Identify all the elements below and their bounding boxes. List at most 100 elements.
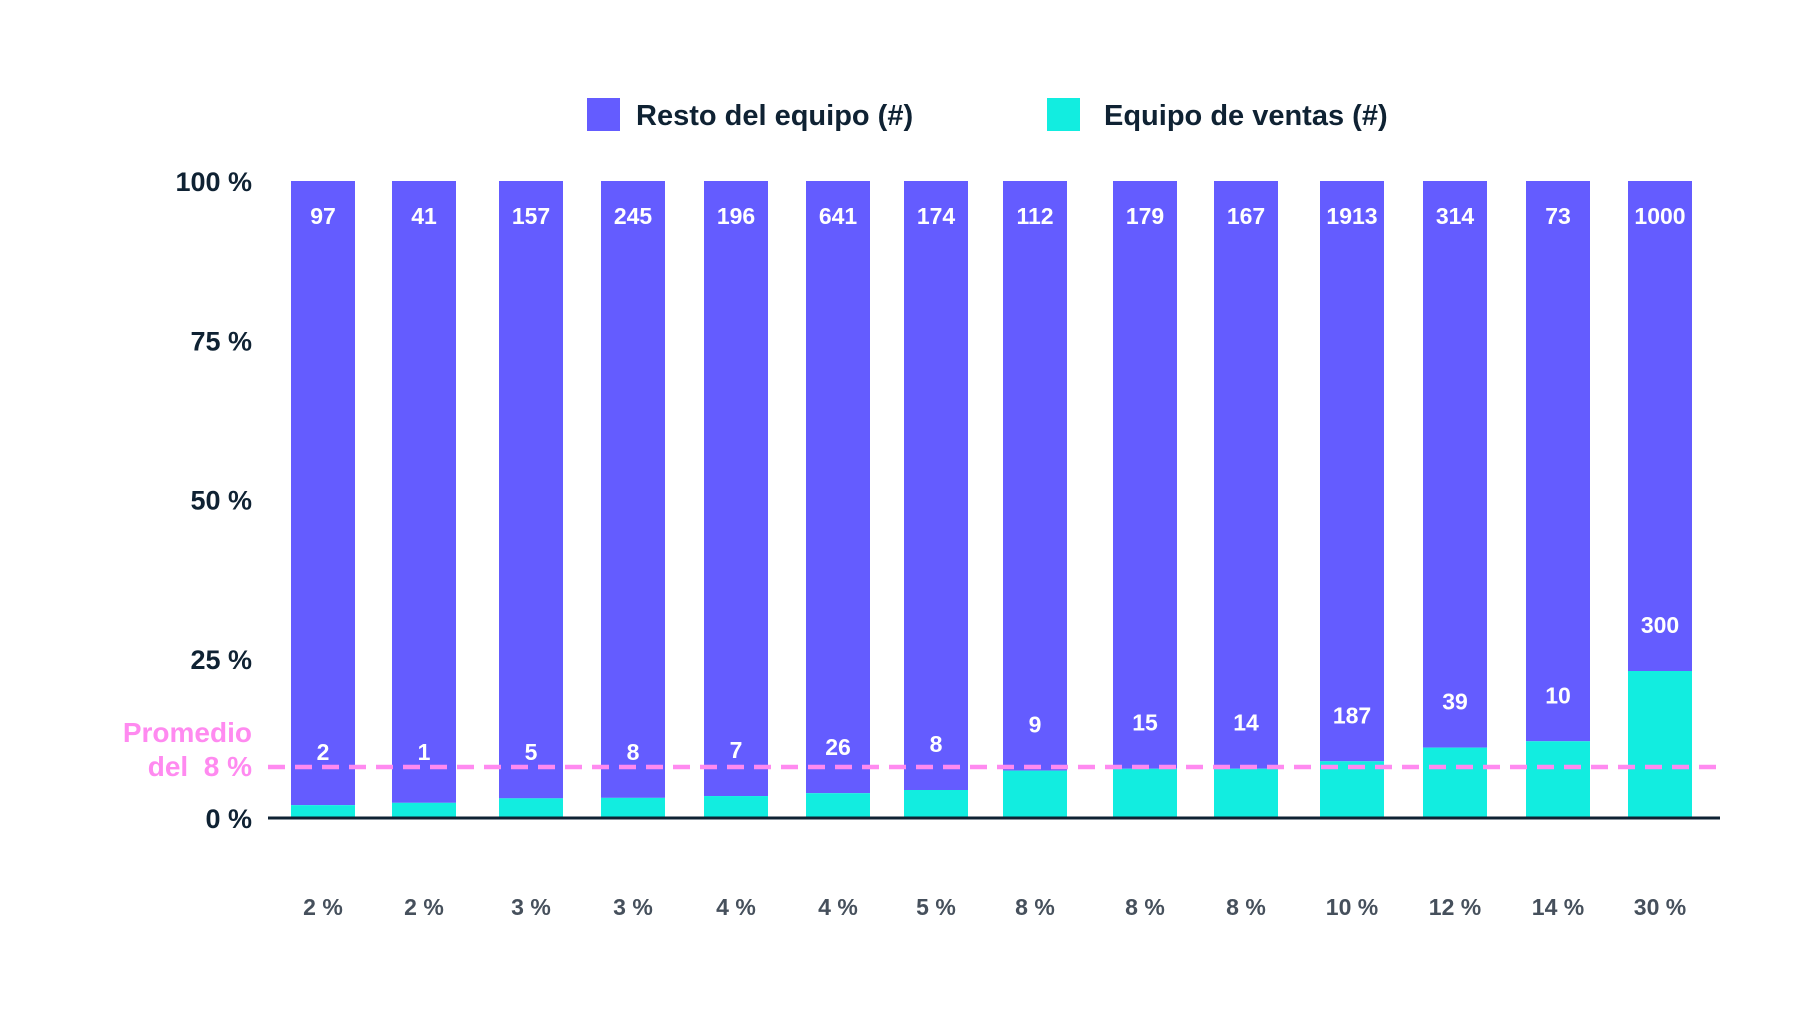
x-tick-label: 2 % [303, 894, 343, 920]
bar-resto [904, 181, 968, 790]
x-tick-label: 8 % [1125, 894, 1165, 920]
average-label-line2: del 8 % [148, 751, 252, 782]
bar-resto [1214, 181, 1278, 769]
value-label-ventas: 300 [1641, 612, 1679, 638]
bar-resto [1526, 181, 1590, 742]
average-label-line1: Promedio [123, 717, 252, 748]
value-label-resto: 641 [819, 203, 858, 229]
value-label-ventas: 8 [930, 731, 943, 757]
legend: Resto del equipo (#) Equipo de ventas (#… [587, 98, 1388, 132]
x-tick-label: 4 % [818, 894, 858, 920]
value-label-ventas: 10 [1545, 682, 1571, 708]
bar-group: 41 1 [392, 181, 456, 818]
value-label-ventas: 5 [525, 739, 538, 765]
bar-resto [806, 181, 870, 794]
y-axis: 0 % 25 % 50 % 75 % 100 % [175, 167, 252, 834]
bar-group: 245 8 [601, 181, 665, 818]
bar-ventas [1214, 768, 1278, 818]
bar-ventas [806, 793, 870, 818]
x-tick-label: 12 % [1429, 894, 1481, 920]
bar-ventas [1113, 768, 1177, 818]
value-label-resto: 97 [310, 203, 336, 229]
y-tick-label: 25 % [190, 645, 252, 675]
value-label-resto: 112 [1016, 203, 1053, 229]
bar-group: 167 14 [1214, 181, 1278, 818]
bar-resto [1423, 181, 1487, 748]
bar-ventas [704, 796, 768, 818]
bar-ventas [601, 797, 665, 818]
bar-ventas [1628, 671, 1692, 818]
bar-resto [704, 181, 768, 797]
bars: 9724111575245819676412617481129179151671… [291, 181, 1692, 818]
value-label-ventas: 1 [418, 739, 431, 765]
value-label-resto: 196 [717, 203, 755, 229]
y-tick-label: 50 % [190, 486, 252, 516]
x-tick-label: 8 % [1015, 894, 1055, 920]
value-label-ventas: 187 [1333, 702, 1371, 728]
value-label-ventas: 8 [627, 739, 640, 765]
value-label-ventas: 39 [1442, 689, 1468, 715]
value-label-ventas: 2 [317, 739, 330, 765]
x-tick-label: 3 % [613, 894, 653, 920]
bar-group: 97 2 [291, 181, 355, 818]
value-label-ventas: 9 [1029, 712, 1042, 738]
bar-group: 1913 187 [1320, 181, 1384, 818]
legend-label-ventas: Equipo de ventas (#) [1104, 100, 1388, 132]
bar-resto [1320, 181, 1384, 762]
bar-resto [1628, 181, 1692, 671]
bar-group: 1000 300 [1628, 181, 1692, 818]
bar-ventas [499, 798, 563, 818]
bar-ventas [904, 790, 968, 818]
value-label-resto: 1000 [1634, 203, 1685, 229]
x-tick-label: 3 % [511, 894, 551, 920]
value-label-resto: 314 [1436, 203, 1475, 229]
legend-swatch-ventas [1047, 98, 1080, 131]
x-tick-label: 10 % [1326, 894, 1378, 920]
x-tick-label: 30 % [1634, 894, 1686, 920]
value-label-resto: 174 [917, 203, 956, 229]
y-tick-label: 0 % [205, 804, 252, 834]
y-tick-label: 75 % [190, 326, 252, 356]
bar-ventas [392, 802, 456, 818]
bar-ventas [1423, 747, 1487, 818]
x-tick-label: 8 % [1226, 894, 1266, 920]
bar-resto [1003, 181, 1067, 771]
bar-ventas [1320, 761, 1384, 818]
value-label-resto: 73 [1545, 203, 1571, 229]
bar-resto [392, 181, 456, 803]
bar-group: 179 15 [1113, 181, 1177, 818]
x-tick-label: 5 % [916, 894, 956, 920]
bar-group: 112 9 [1003, 181, 1067, 818]
bar-group: 73 10 [1526, 181, 1590, 818]
value-label-resto: 245 [614, 203, 653, 229]
legend-label-resto: Resto del equipo (#) [636, 100, 913, 132]
x-tick-label: 4 % [716, 894, 756, 920]
bar-ventas [291, 805, 355, 818]
y-tick-label: 100 % [175, 167, 252, 197]
bar-ventas [1003, 770, 1067, 818]
legend-swatch-resto [587, 98, 620, 131]
value-label-ventas: 14 [1233, 710, 1259, 736]
value-label-ventas: 15 [1132, 710, 1158, 736]
bar-resto [1113, 181, 1177, 769]
bar-resto [291, 181, 355, 806]
value-label-resto: 179 [1126, 203, 1164, 229]
value-label-resto: 1913 [1326, 203, 1377, 229]
value-label-ventas: 7 [730, 737, 743, 763]
x-axis: 2 % 2 % 3 % 3 % 4 % 4 % 5 % 8 % 8 % 8 % 10 % 12 % 14… [303, 894, 1686, 920]
value-label-resto: 41 [411, 203, 437, 229]
x-tick-label: 2 % [404, 894, 444, 920]
value-label-resto: 167 [1227, 203, 1265, 229]
value-label-resto: 157 [512, 203, 550, 229]
bar-group: 641 26 [806, 181, 870, 818]
bar-resto [601, 181, 665, 798]
x-tick-label: 14 % [1532, 894, 1584, 920]
value-label-ventas: 26 [825, 734, 851, 760]
bar-resto [499, 181, 563, 799]
bar-ventas [1526, 741, 1590, 818]
bar-group: 314 39 [1423, 181, 1487, 818]
